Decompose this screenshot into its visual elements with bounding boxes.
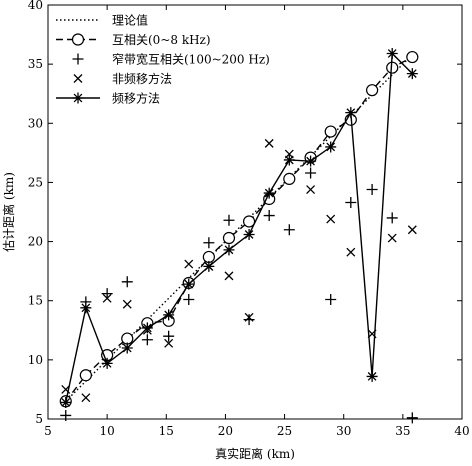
x-tick-label: 35 <box>395 424 410 438</box>
data-point <box>406 412 418 424</box>
x-tick-label: 15 <box>159 424 174 438</box>
data-point <box>141 322 153 334</box>
data-point <box>386 212 398 224</box>
data-point <box>184 259 194 269</box>
data-point <box>81 393 91 403</box>
data-point <box>305 167 317 179</box>
data-point <box>121 332 134 345</box>
data-point <box>224 271 234 281</box>
x-tick-label: 25 <box>277 424 292 438</box>
data-point <box>283 224 295 236</box>
data-point <box>406 68 418 80</box>
data-point <box>183 294 195 306</box>
x-tick-label: 5 <box>44 424 52 438</box>
data-point <box>163 309 175 321</box>
series-5 <box>60 47 418 408</box>
data-point <box>121 342 133 354</box>
y-tick-label: 5 <box>35 412 43 426</box>
data-point <box>163 330 175 342</box>
data-point <box>326 214 336 224</box>
data-point <box>223 214 235 226</box>
y-tick-label: 35 <box>28 57 43 71</box>
legend-label: 理论值 <box>112 13 148 28</box>
series-3 <box>60 167 418 424</box>
data-point <box>101 357 113 369</box>
plot-frame <box>47 4 463 420</box>
y-tick-label: 15 <box>28 294 43 308</box>
data-point <box>244 312 254 322</box>
data-point <box>243 228 255 240</box>
data-point <box>366 184 378 196</box>
legend-label: 频移方法 <box>112 91 160 106</box>
x-tick-label: 40 <box>454 424 469 438</box>
data-point <box>306 185 316 194</box>
data-point <box>223 244 235 256</box>
data-point <box>345 197 357 209</box>
data-point <box>386 47 398 59</box>
data-point <box>263 187 275 199</box>
data-point <box>121 276 133 288</box>
data-point <box>366 84 379 97</box>
data-point <box>202 250 215 264</box>
legend-item: 频移方法 <box>56 91 160 106</box>
tick-labels: 5 10 15 20 25 30 35 40 5 10 15 20 25 30 35 40 <box>28 0 470 438</box>
y-tick-label: 10 <box>28 353 43 367</box>
y-tick-label: 20 <box>28 235 43 249</box>
legend-marker <box>72 92 84 104</box>
legend-marker <box>73 74 83 83</box>
data-point <box>122 299 132 309</box>
data-point <box>242 215 256 228</box>
axis-ticks <box>47 4 463 420</box>
y-tick-label: 40 <box>28 0 43 12</box>
legend-label: 非频移方法 <box>112 71 172 86</box>
legend-item: 互相关(0~8 kHz) <box>56 33 211 47</box>
x-tick-label: 20 <box>218 424 233 438</box>
legend-label: 互相关(0~8 kHz) <box>112 33 211 47</box>
data-point <box>60 396 72 408</box>
data-point <box>263 210 275 222</box>
data-point <box>345 107 357 119</box>
x-tick-label: 30 <box>336 424 351 438</box>
data-point <box>222 231 236 245</box>
data-point <box>407 225 417 235</box>
data-point <box>141 334 153 346</box>
data-point <box>406 50 419 64</box>
data-point <box>203 237 215 249</box>
data-point <box>203 260 215 272</box>
y-tick-label: 30 <box>28 116 43 130</box>
data-point <box>164 338 174 348</box>
y-tick-label: 25 <box>28 175 43 189</box>
legend-item: 非频移方法 <box>73 71 172 86</box>
data-point <box>264 138 274 148</box>
data-point <box>243 314 255 326</box>
data-point <box>325 141 337 153</box>
series-layer <box>59 47 419 424</box>
legend-marker <box>72 53 84 65</box>
x-tick-label: 10 <box>100 424 115 438</box>
data-point <box>366 370 378 382</box>
data-point <box>305 155 317 167</box>
data-point <box>324 125 337 138</box>
data-point <box>102 293 112 303</box>
legend-marker <box>71 33 85 46</box>
legend-label: 窄带宽互相关(100~200 Hz) <box>112 52 270 67</box>
data-point <box>325 294 337 306</box>
data-point <box>101 288 113 300</box>
data-point <box>387 233 397 243</box>
data-point <box>79 369 92 382</box>
x-axis-label: 真实距离 (km) <box>215 446 295 461</box>
y-axis-label: 估计距离 (km) <box>1 172 16 252</box>
data-point <box>283 154 295 166</box>
legend-item: 窄带宽互相关(100~200 Hz) <box>72 52 270 67</box>
series-2 <box>59 50 419 408</box>
legend-item: 理论值 <box>56 13 148 28</box>
data-point <box>183 278 195 290</box>
data-point <box>80 302 92 314</box>
data-point <box>60 409 72 421</box>
data-point <box>283 172 296 185</box>
data-point <box>346 247 356 257</box>
